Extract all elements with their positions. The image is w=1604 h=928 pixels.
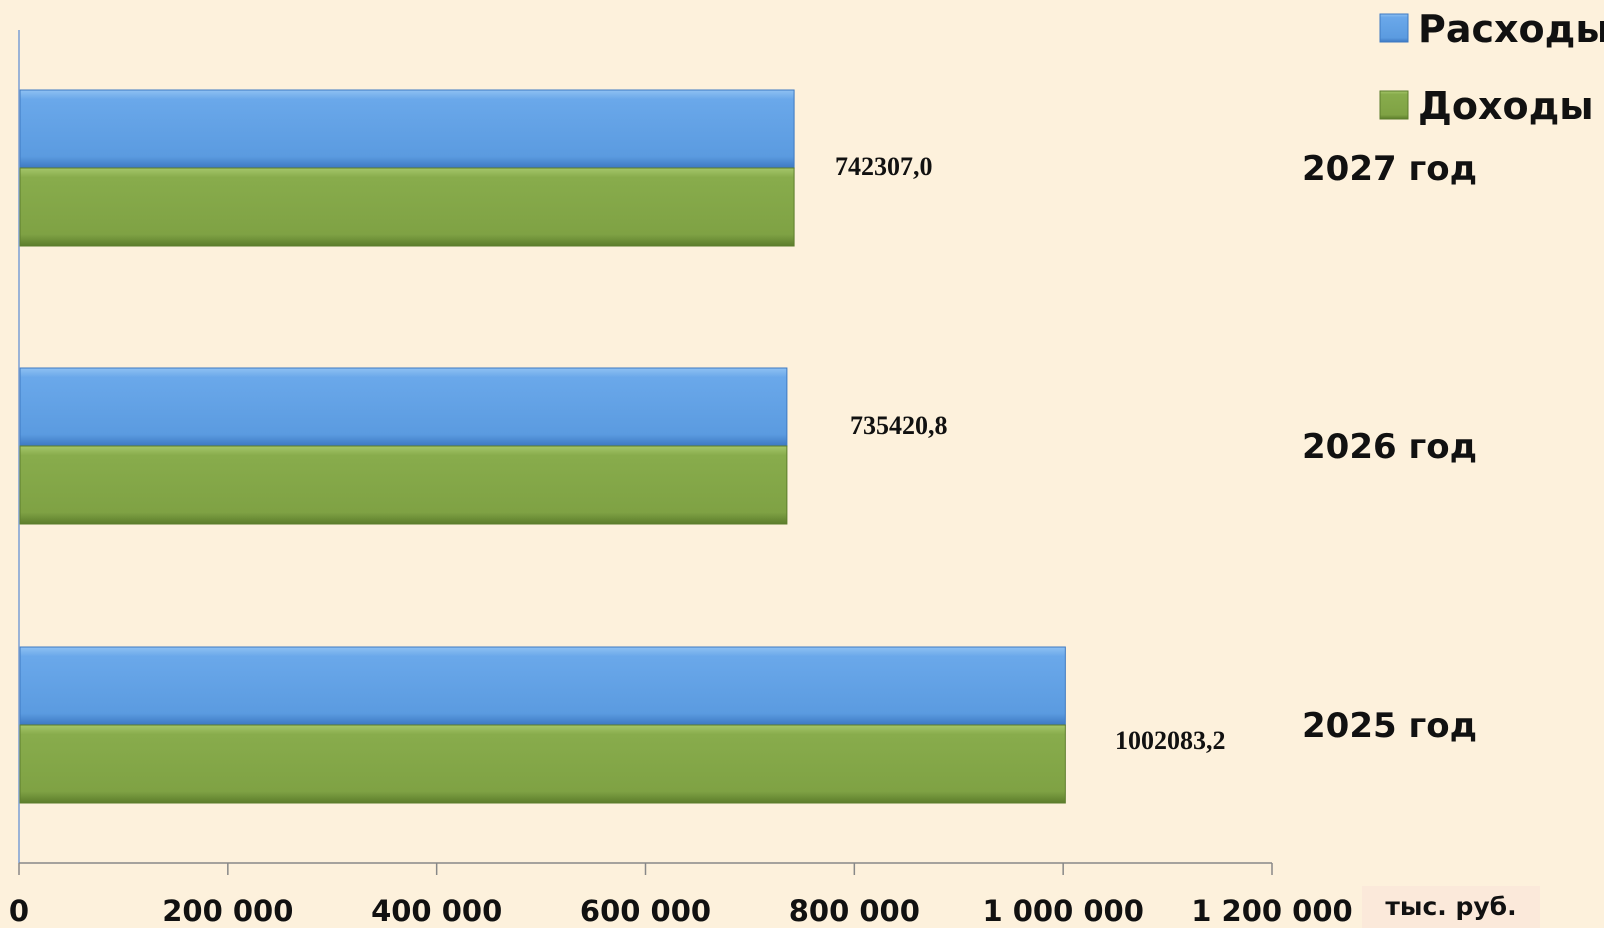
x-tick-label-5: 1 000 000 (982, 894, 1143, 928)
x-tick-label-4: 800 000 (789, 894, 920, 928)
bar-income-0 (19, 724, 1066, 804)
bar-expenses-0 (19, 646, 1066, 726)
legend-label-0: Расходы (1418, 7, 1604, 51)
legend-swatch-1 (1379, 90, 1409, 120)
unit-label: тыс. руб. (1385, 892, 1517, 921)
data-label-1: 735420,8 (850, 411, 948, 440)
x-tick-label-1: 200 000 (162, 894, 293, 928)
bar-expenses-2 (19, 89, 795, 169)
bar-income-1 (19, 445, 788, 525)
bar-income-2 (19, 167, 795, 247)
x-tick-label-2: 400 000 (371, 894, 502, 928)
x-tick-label-6: 1 200 000 (1191, 894, 1352, 928)
legend-swatch-0 (1379, 13, 1409, 43)
bar-expenses-1 (19, 367, 788, 447)
unit-label-box (1362, 886, 1540, 928)
data-label-0: 1002083,2 (1115, 726, 1226, 755)
data-label-2: 742307,0 (835, 152, 933, 181)
x-tick-label-3: 600 000 (580, 894, 711, 928)
category-label-2: 2027 год (1302, 149, 1477, 189)
x-tick-label-0: 0 (9, 894, 29, 928)
category-label-1: 2026 год (1302, 427, 1477, 467)
category-label-0: 2025 год (1302, 706, 1477, 746)
legend-label-1: Доходы (1418, 84, 1594, 128)
